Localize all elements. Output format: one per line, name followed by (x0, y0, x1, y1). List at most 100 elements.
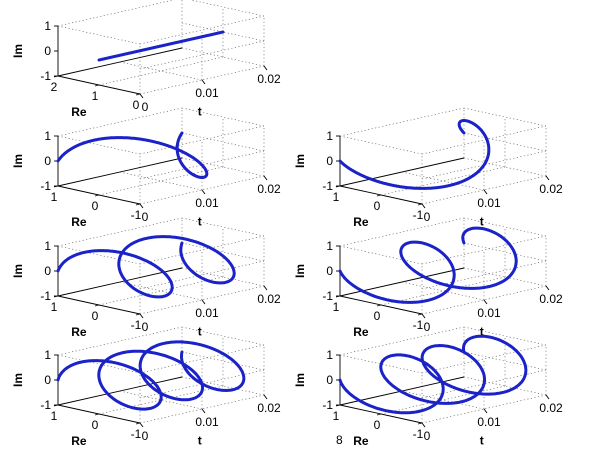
re-grid-line (380, 166, 506, 196)
im-axis-label: Im (11, 373, 25, 387)
t-axis-label: t (480, 433, 484, 447)
re-tick-label: 0 (92, 199, 99, 213)
t-tick-label: 0 (142, 100, 149, 114)
t-tick-mark (421, 422, 426, 428)
t-tick-mark (545, 394, 550, 400)
re-tick-mark (417, 422, 423, 425)
t-tick-mark (421, 203, 426, 209)
signal-curve (56, 340, 246, 411)
t-tick-label: 0 (142, 210, 149, 224)
re-axis-label: Re (71, 215, 87, 229)
re-tick-label: -1 (131, 427, 142, 441)
im-tick-label: -1 (40, 398, 51, 412)
t-tick-label: 0.02 (539, 182, 563, 196)
signal-curve (338, 119, 491, 190)
back-edge (339, 245, 423, 265)
t-axis-label: t (198, 104, 202, 118)
t-tick-label: 0 (424, 320, 431, 334)
page-number: 8 (336, 433, 343, 447)
im-tick-label: -1 (40, 289, 51, 303)
t-tick-label: 0 (142, 320, 149, 334)
im-tick-label: 0 (44, 44, 51, 58)
signal-curve (338, 226, 518, 304)
re-tick-label: 0 (133, 98, 140, 112)
t-tick-mark (263, 175, 268, 181)
t-axis-label: t (480, 324, 484, 338)
t-tick-label: 0.01 (477, 306, 501, 320)
signal-curve (56, 235, 236, 299)
re-tick-label: 1 (51, 300, 58, 314)
im-axis-label: Im (293, 154, 307, 168)
t-axis (57, 47, 183, 77)
signal-curve (56, 131, 209, 179)
t-tick-mark (483, 299, 488, 305)
re-tick-mark (94, 304, 100, 307)
re-tick-mark (94, 413, 100, 416)
t-axis (57, 267, 183, 297)
t-axis-label: t (198, 433, 202, 447)
t-tick-label: 0.02 (539, 292, 563, 306)
back-edge (57, 0, 175, 27)
im-tick-label: -1 (40, 69, 51, 83)
im-axis-label: Im (11, 154, 25, 168)
t-axis (57, 376, 183, 406)
t-tick-label: 0 (424, 210, 431, 224)
signal-curve (338, 334, 528, 415)
t-tick-mark (139, 203, 144, 209)
t-tick-label: 0 (424, 429, 431, 443)
im-axis-label: Im (293, 264, 307, 278)
t-tick-mark (263, 285, 268, 291)
re-tick-mark (417, 313, 423, 316)
t-tick-mark (201, 189, 206, 195)
re-tick-label: 1 (92, 89, 99, 103)
re-axis-label: Re (353, 434, 369, 448)
re-axis-label: Re (71, 325, 87, 339)
re-tick-label: -1 (413, 318, 424, 332)
t-grid-line (119, 61, 203, 81)
t-tick-mark (139, 422, 144, 428)
t-tick-label: 0.02 (539, 401, 563, 415)
re-grid-line (98, 56, 224, 86)
t-tick-label: 0.01 (195, 196, 219, 210)
re-tick-mark (94, 194, 100, 197)
t-axis (57, 157, 183, 187)
re-tick-mark (94, 84, 100, 87)
im-axis-label: Im (11, 264, 25, 278)
t-tick-mark (263, 65, 268, 71)
t-tick-mark (201, 299, 206, 305)
re-tick-mark (135, 313, 141, 316)
re-tick-label: -1 (413, 208, 424, 222)
re-tick-mark (135, 93, 141, 96)
im-tick-label: -1 (322, 179, 333, 193)
re-tick-label: -1 (131, 318, 142, 332)
re-tick-label: 1 (333, 409, 340, 423)
t-tick-mark (201, 79, 206, 85)
im-tick-label: 1 (326, 129, 333, 143)
re-tick-label: 0 (374, 309, 381, 323)
re-tick-mark (417, 203, 423, 206)
t-tick-mark (201, 408, 206, 414)
back-edge (57, 25, 141, 45)
re-axis-label: Re (71, 434, 87, 448)
t-tick-mark (545, 285, 550, 291)
t-tick-label: 0 (142, 429, 149, 443)
re-tick-label: 1 (51, 409, 58, 423)
im-tick-label: 1 (326, 348, 333, 362)
t-tick-label: 0.01 (477, 415, 501, 429)
re-tick-label: 2 (51, 80, 58, 94)
im-tick-label: 0 (326, 264, 333, 278)
re-tick-mark (135, 422, 141, 425)
t-tick-mark (421, 313, 426, 319)
re-tick-label: 1 (333, 190, 340, 204)
t-tick-mark (139, 93, 144, 99)
im-tick-label: 1 (44, 239, 51, 253)
t-tick-label: 0.01 (195, 306, 219, 320)
im-tick-label: -1 (322, 398, 333, 412)
re-axis-label: Re (353, 215, 369, 229)
t-tick-label: 0.02 (257, 182, 281, 196)
